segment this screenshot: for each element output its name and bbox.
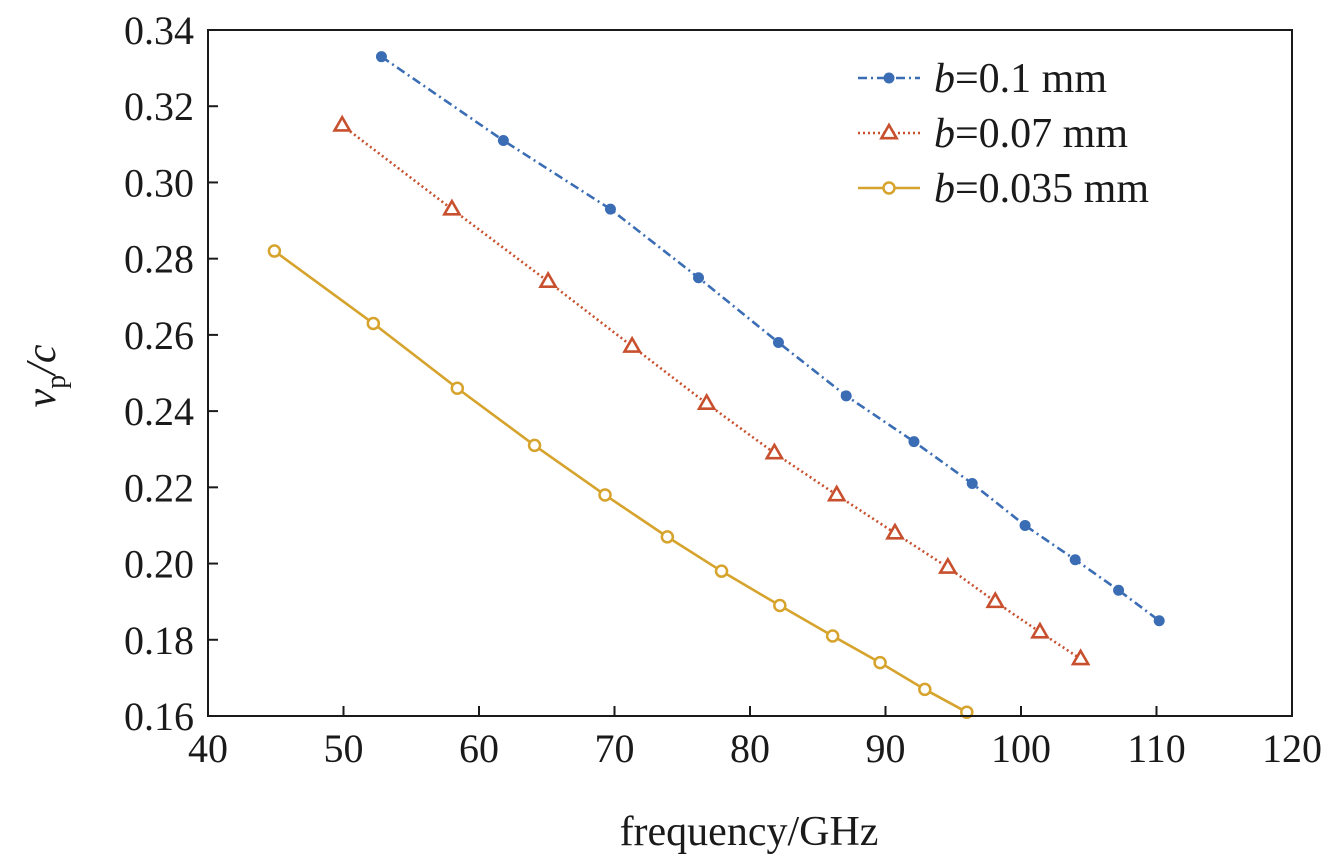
data-point bbox=[826, 484, 847, 502]
data-point bbox=[1070, 648, 1091, 666]
y-tick-label: 0.32 bbox=[124, 84, 194, 129]
legend-label: b=0.035 mm bbox=[934, 166, 1149, 212]
y-axis-title-main: v bbox=[19, 388, 65, 407]
y-axis-title: vp/c bbox=[19, 344, 72, 407]
y-tick-label: 0.28 bbox=[124, 237, 194, 282]
data-point bbox=[332, 114, 352, 132]
legend-marker bbox=[879, 122, 899, 140]
data-point bbox=[267, 244, 282, 258]
legend-label-rest: =0.1 mm bbox=[955, 56, 1107, 102]
data-point bbox=[598, 488, 612, 502]
legend-marker bbox=[883, 72, 895, 84]
data-point bbox=[885, 522, 905, 540]
data-point bbox=[366, 316, 381, 331]
y-axis-title-sub: p bbox=[41, 375, 72, 389]
data-point bbox=[873, 655, 887, 670]
x-tick-label: 100 bbox=[991, 726, 1051, 771]
legend-label-rest: =0.035 mm bbox=[955, 166, 1149, 212]
data-point bbox=[450, 381, 465, 395]
data-point bbox=[966, 478, 978, 490]
legend-entry-2: b=0.035 mm bbox=[858, 166, 1149, 212]
data-point bbox=[773, 598, 787, 613]
data-point bbox=[375, 51, 387, 63]
data-point bbox=[1153, 615, 1165, 627]
legend-label-var: b bbox=[934, 56, 955, 102]
legend: b=0.1 mmb=0.07 mmb=0.035 mm bbox=[858, 56, 1149, 212]
x-tick-label: 70 bbox=[595, 726, 635, 771]
data-point bbox=[840, 390, 852, 402]
legend-marker bbox=[882, 181, 896, 195]
x-tick-label: 50 bbox=[324, 726, 364, 771]
series-2 bbox=[267, 244, 974, 719]
x-tick-label: 110 bbox=[1127, 726, 1186, 771]
y-tick-label: 0.18 bbox=[124, 618, 194, 663]
y-axis-title-rest: /c bbox=[19, 344, 65, 377]
data-point bbox=[918, 682, 932, 697]
data-point bbox=[825, 629, 840, 643]
x-tick-label: 90 bbox=[866, 726, 906, 771]
x-tick-label: 120 bbox=[1262, 726, 1322, 771]
x-tick-label: 80 bbox=[730, 726, 770, 771]
y-tick-label: 0.22 bbox=[124, 465, 194, 510]
y-tick-label: 0.30 bbox=[124, 160, 194, 205]
data-point bbox=[1113, 584, 1125, 596]
data-point bbox=[442, 198, 462, 216]
legend-label-var: b bbox=[934, 166, 955, 212]
legend-label: b=0.07 mm bbox=[934, 111, 1128, 157]
y-tick-label: 0.26 bbox=[124, 313, 194, 358]
data-point bbox=[1019, 519, 1031, 531]
x-tick-label: 40 bbox=[188, 726, 228, 771]
data-point bbox=[714, 564, 729, 578]
data-point bbox=[693, 272, 705, 284]
legend-label: b=0.1 mm bbox=[934, 56, 1107, 102]
y-tick-label: 0.16 bbox=[124, 694, 194, 739]
series-line bbox=[341, 124, 1082, 660]
data-point bbox=[604, 203, 616, 215]
data-point bbox=[622, 335, 642, 353]
series-1 bbox=[332, 114, 1091, 666]
y-tick-label: 0.24 bbox=[124, 389, 194, 434]
legend-entry-1: b=0.07 mm bbox=[858, 111, 1128, 157]
series-line bbox=[273, 249, 968, 714]
legend-label-var: b bbox=[934, 111, 955, 157]
y-tick-label: 0.34 bbox=[124, 8, 194, 53]
legend-label-rest: =0.07 mm bbox=[955, 111, 1128, 157]
series-line bbox=[380, 55, 1160, 622]
data-point bbox=[696, 392, 717, 410]
data-point bbox=[660, 530, 675, 544]
y-tick-label: 0.20 bbox=[124, 542, 194, 587]
data-point bbox=[764, 442, 785, 460]
series-layer bbox=[267, 51, 1165, 719]
series-0 bbox=[375, 51, 1165, 627]
data-point bbox=[908, 436, 920, 448]
data-point bbox=[1030, 621, 1050, 639]
data-point bbox=[960, 705, 974, 719]
axes-ticks: 40 50 60 70 80 90 100 110 120 0.16 0.18 0.20 0.22 0.2… bbox=[124, 8, 1322, 771]
data-point bbox=[985, 591, 1006, 609]
data-point bbox=[538, 270, 558, 289]
data-point bbox=[937, 556, 958, 574]
x-tick-label: 60 bbox=[459, 726, 499, 771]
x-axis-title: frequency/GHz bbox=[620, 809, 879, 855]
data-point bbox=[497, 135, 509, 147]
legend-entry-0: b=0.1 mm bbox=[858, 56, 1107, 102]
data-point bbox=[1069, 554, 1081, 566]
data-point bbox=[527, 438, 542, 453]
data-point bbox=[772, 337, 784, 349]
